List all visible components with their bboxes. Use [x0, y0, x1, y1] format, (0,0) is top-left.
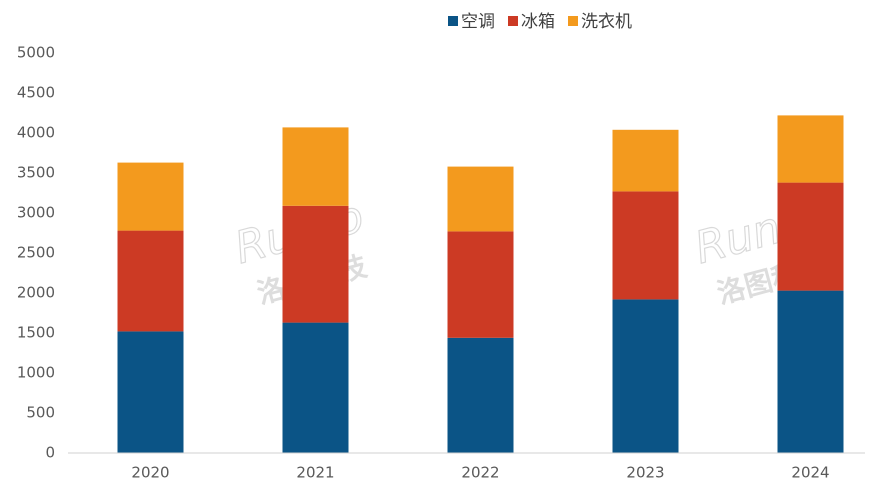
- bar-segment: [612, 191, 679, 300]
- bar-segment: [282, 322, 349, 453]
- bar-segment: [117, 162, 184, 231]
- bar-segment: [282, 127, 349, 206]
- bar-segment: [612, 129, 679, 192]
- bar-segment: [777, 182, 844, 291]
- bar-segment: [117, 331, 184, 453]
- y-tick-label: 2500: [17, 244, 55, 262]
- legend-label: 冰箱: [521, 12, 555, 32]
- legend-swatch: [568, 16, 578, 26]
- bar-segment: [117, 230, 184, 332]
- legend-label: 空调: [461, 12, 495, 32]
- y-tick-label: 2000: [17, 284, 55, 302]
- x-tick-label: 2023: [626, 464, 664, 482]
- x-tick-label: 2020: [131, 464, 169, 482]
- legend-swatch: [448, 16, 458, 26]
- y-tick-label: 5000: [17, 44, 55, 62]
- y-tick-label: 1000: [17, 364, 55, 382]
- bar-segment: [447, 166, 514, 232]
- y-tick-label: 0: [45, 444, 55, 462]
- legend: 空调 冰箱 洗衣机: [448, 12, 632, 32]
- bar-segment: [777, 290, 844, 453]
- bar-segment: [282, 205, 349, 323]
- bar-segment: [777, 115, 844, 183]
- y-tick-label: 1500: [17, 324, 55, 342]
- x-tick-label: 2024: [791, 464, 829, 482]
- bar-segment: [447, 231, 514, 338]
- y-tick-label: 3500: [17, 164, 55, 182]
- bar-segment: [612, 299, 679, 453]
- y-tick-label: 3000: [17, 204, 55, 222]
- y-tick-label: 4000: [17, 124, 55, 142]
- legend-swatch: [508, 16, 518, 26]
- legend-label: 洗衣机: [581, 12, 632, 32]
- x-tick-label: 2021: [296, 464, 334, 482]
- x-tick-label: 2022: [461, 464, 499, 482]
- y-tick-label: 4500: [17, 84, 55, 102]
- y-tick-label: 500: [26, 404, 55, 422]
- bar-segment: [447, 337, 514, 453]
